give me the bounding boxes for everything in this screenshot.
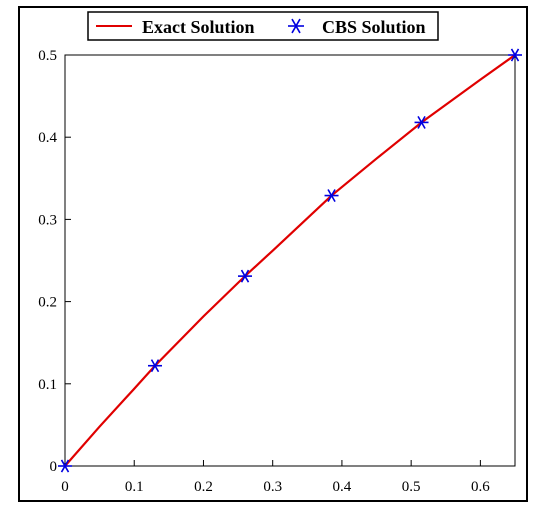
series-line-exact-solution [64, 54, 516, 467]
legend-label-cbs-solution: CBS Solution [322, 17, 426, 37]
x-axis-ticks: 0 0.1 0.2 0.3 0.4 0.5 0.6 [61, 460, 490, 495]
x-tick-label: 0.2 [194, 479, 213, 495]
x-tick-label: 0.5 [402, 479, 421, 495]
data-point-cbs-solution [324, 189, 339, 203]
y-tick-label: 0 [50, 459, 58, 475]
legend-label-exact-solution: Exact Solution [142, 17, 255, 37]
y-tick-label: 0.4 [38, 130, 57, 146]
data-point-cbs-solution [148, 359, 162, 373]
data-point-cbs-solution [238, 269, 252, 283]
plot-area [64, 54, 516, 467]
x-tick-label: 0 [61, 479, 69, 495]
y-tick-label: 0.1 [38, 377, 57, 393]
x-tick-label: 0.6 [471, 479, 490, 495]
legend-swatch-cbs-solution [288, 18, 304, 34]
legend-box [87, 11, 439, 41]
chart-frame [18, 6, 528, 502]
data-point-cbs-solution [508, 48, 522, 62]
y-tick-label: 0.2 [38, 295, 57, 311]
x-tick-label: 0.1 [125, 479, 144, 495]
y-tick-label: 0.5 [38, 48, 57, 64]
series-layer [58, 48, 522, 473]
x-tick-label: 0.3 [263, 479, 282, 495]
data-point-cbs-solution [58, 459, 72, 473]
y-tick-label: 0.3 [38, 212, 57, 228]
data-point-cbs-solution [414, 115, 429, 129]
axes [64, 54, 516, 467]
x-tick-label: 0.4 [333, 479, 352, 495]
legend-asterisk-icon [288, 18, 304, 34]
y-axis-ticks: 0 0.1 0.2 0.3 0.4 0.5 [38, 48, 71, 475]
legend: Exact Solution CBS Solution [87, 11, 439, 41]
